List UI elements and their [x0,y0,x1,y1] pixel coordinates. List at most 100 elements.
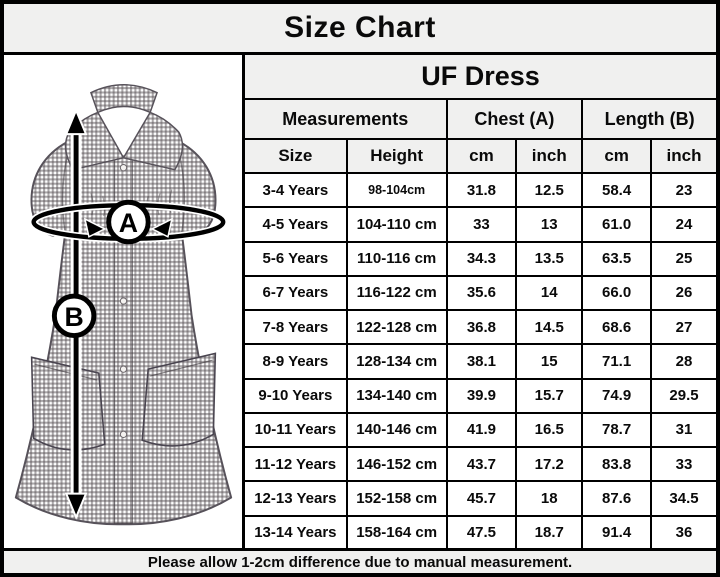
cell-length-cm: 58.4 [581,171,652,209]
cell-size: 3-4 Years [245,171,348,209]
cell-height: 104-110 cm [345,206,448,243]
col-header-height: Height [345,138,448,174]
cell-chest-cm: 35.6 [445,274,518,312]
cell-chest-inch: 13.5 [515,240,584,277]
cell-chest-inch: 16.5 [515,411,584,449]
product-header: UF Dress [245,55,716,100]
table-row: 5-6 Years 110-116 cm 34.3 13.5 63.5 25 [245,240,716,277]
cell-chest-inch: 14.5 [515,308,584,346]
col-header-size: Size [245,138,348,174]
cell-height: 140-146 cm [345,411,448,449]
dress-illustration: A B [14,84,233,526]
cell-height: 98-104cm [345,171,448,209]
cell-chest-cm: 38.1 [445,343,518,380]
cell-height: 134-140 cm [345,377,448,414]
table-row: 11-12 Years 146-152 cm 43.7 17.2 83.8 33 [245,445,716,483]
label-b-badge: B [51,293,97,339]
table-row: 7-8 Years 122-128 cm 36.8 14.5 68.6 27 [245,308,716,346]
cell-length-cm: 78.7 [581,411,652,449]
cell-length-inch: 29.5 [649,377,716,414]
cell-length-cm: 74.9 [581,377,652,414]
cell-length-cm: 91.4 [581,514,652,548]
main-area: A B UF Dress [4,55,716,548]
cell-height: 152-158 cm [345,480,448,517]
cell-chest-inch: 17.2 [515,445,584,483]
left-pocket [30,356,106,451]
table-row: 6-7 Years 116-122 cm 35.6 14 66.0 26 [245,274,716,312]
cell-length-inch: 28 [649,343,716,380]
label-a-badge: A [106,199,151,245]
cell-chest-cm: 31.8 [445,171,518,209]
cell-length-cm: 61.0 [581,206,652,243]
cell-chest-cm: 45.7 [445,480,518,517]
cell-length-cm: 87.6 [581,480,652,517]
table-row: 3-4 Years 98-104cm 31.8 12.5 58.4 23 [245,171,716,209]
cell-chest-inch: 18 [515,480,584,517]
cell-size: 9-10 Years [245,377,348,414]
group-header-measurements: Measurements [245,98,448,140]
table-row: 12-13 Years 152-158 cm 45.7 18 87.6 34.5 [245,480,716,517]
page-title: Size Chart [4,4,716,55]
table-row: 10-11 Years 140-146 cm 41.9 16.5 78.7 31 [245,411,716,449]
cell-size: 4-5 Years [245,206,348,243]
cell-height: 122-128 cm [345,308,448,346]
cell-length-inch: 27 [649,308,716,346]
cell-length-inch: 36 [649,514,716,548]
group-header-length: Length (B) [581,98,716,140]
cell-chest-cm: 33 [445,206,518,243]
cell-length-inch: 34.5 [649,480,716,517]
size-table-body: 3-4 Years 98-104cm 31.8 12.5 58.4 23 4-5 Years… [245,171,716,548]
col-header-chest-inch: inch [515,138,584,174]
dress-panel: A B [4,55,245,548]
cell-length-cm: 83.8 [581,445,652,483]
disclaimer-note: Please allow 1-2cm difference due to man… [4,548,716,573]
cell-length-inch: 31 [649,411,716,449]
col-header-chest-cm: cm [445,138,518,174]
right-pocket [141,352,217,447]
label-a-text: A [119,208,138,238]
collar-back [89,84,158,114]
cell-length-inch: 23 [649,171,716,209]
cell-chest-cm: 36.8 [445,308,518,346]
cell-length-inch: 24 [649,206,716,243]
cell-chest-cm: 41.9 [445,411,518,449]
cell-chest-inch: 12.5 [515,171,584,209]
cell-length-inch: 25 [649,240,716,277]
col-header-length-cm: cm [581,138,652,174]
size-table: UF Dress Measurements Chest (A) Length (… [245,55,716,548]
col-header-length-inch: inch [649,138,716,174]
cell-size: 5-6 Years [245,240,348,277]
cell-chest-cm: 39.9 [445,377,518,414]
cell-height: 146-152 cm [345,445,448,483]
table-row: 4-5 Years 104-110 cm 33 13 61.0 24 [245,206,716,243]
group-header-chest: Chest (A) [445,98,584,140]
label-b-text: B [64,302,83,332]
cell-height: 110-116 cm [345,240,448,277]
collar-right-lapel [122,111,184,171]
button-placket [114,155,133,524]
cell-length-cm: 68.6 [581,308,652,346]
table-row: 13-14 Years 158-164 cm 47.5 18.7 91.4 36 [245,514,716,548]
cell-chest-inch: 15.7 [515,377,584,414]
cell-length-cm: 66.0 [581,274,652,312]
table-row: 9-10 Years 134-140 cm 39.9 15.7 74.9 29.5 [245,377,716,414]
cell-chest-inch: 18.7 [515,514,584,548]
cell-length-cm: 71.1 [581,343,652,380]
cell-length-inch: 33 [649,445,716,483]
cell-size: 11-12 Years [245,445,348,483]
cell-chest-inch: 15 [515,343,584,380]
cell-size: 7-8 Years [245,308,348,346]
cell-size: 12-13 Years [245,480,348,517]
cell-length-inch: 26 [649,274,716,312]
table-row: 8-9 Years 128-134 cm 38.1 15 71.1 28 [245,343,716,380]
size-table-panel: UF Dress Measurements Chest (A) Length (… [245,55,716,548]
cell-chest-inch: 14 [515,274,584,312]
cell-chest-cm: 34.3 [445,240,518,277]
cell-size: 10-11 Years [245,411,348,449]
cell-height: 158-164 cm [345,514,448,548]
cell-height: 116-122 cm [345,274,448,312]
cell-height: 128-134 cm [345,343,448,380]
pocket-fold-lines [34,359,213,381]
cell-length-cm: 63.5 [581,240,652,277]
cell-size: 6-7 Years [245,274,348,312]
